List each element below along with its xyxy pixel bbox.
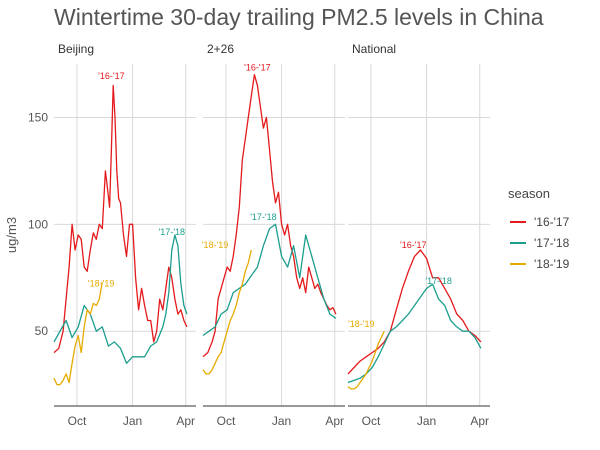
series-annotation: '17-'18 <box>250 212 276 222</box>
x-tick-label: Oct <box>362 414 381 428</box>
chart-title: Wintertime 30-day trailing PM2.5 levels … <box>54 4 544 30</box>
legend-item: '17-'18 <box>508 232 598 253</box>
legend-swatch <box>510 220 526 223</box>
x-tick-label: Jan <box>123 414 142 428</box>
y-tick-label: 100 <box>28 217 48 231</box>
series-line-1 <box>202 223 337 337</box>
legend-label: '16-'17 <box>534 214 570 229</box>
x-tick-label: Apr <box>176 414 195 428</box>
series-line-0 <box>202 74 337 358</box>
series-line-1 <box>53 234 188 364</box>
legend-item: '16-'17 <box>508 211 598 232</box>
legend-label: '18-'19 <box>534 256 570 271</box>
y-axis-label: ug/m3 <box>4 217 19 253</box>
series-line-1 <box>347 283 482 384</box>
series-line-2 <box>347 330 385 390</box>
y-tick-label: 50 <box>35 324 49 338</box>
x-tick-label: Jan <box>417 414 436 428</box>
series-annotation: '16-'17 <box>400 240 426 250</box>
series-annotation: '18-'19 <box>348 319 374 329</box>
legend-swatch <box>510 262 526 265</box>
series-annotation: '18-'19 <box>202 240 228 250</box>
series-annotation: '16-'17 <box>98 71 124 81</box>
legend-swatch <box>510 241 526 244</box>
x-tick-label: Jan <box>272 414 291 428</box>
series-line-0 <box>347 249 482 375</box>
legend-item: '18-'19 <box>508 253 598 274</box>
series-annotation: '17-'18 <box>425 276 451 286</box>
legend-items: '16-'17 '17-'18 '18-'19 <box>508 211 598 274</box>
x-tick-label: Oct <box>217 414 236 428</box>
series-annotation: '18-'19 <box>88 278 114 288</box>
x-tick-label: Apr <box>470 414 489 428</box>
x-tick-label: Apr <box>325 414 344 428</box>
series-line-2 <box>202 249 252 375</box>
series-line-2 <box>53 281 103 386</box>
series-annotation: '16-'17 <box>244 62 270 72</box>
panel-label-0: Beijing <box>58 42 94 56</box>
series-annotation: '17-'18 <box>159 227 185 237</box>
panel-label-1: 2+26 <box>207 42 234 56</box>
panel-label-2: National <box>352 42 396 56</box>
legend-label: '17-'18 <box>534 235 570 250</box>
legend-title: season <box>508 186 550 201</box>
y-tick-label: 150 <box>28 110 48 124</box>
series-line-0 <box>53 84 188 354</box>
legend: season '16-'17 '17-'18 '18-'19 <box>508 186 598 274</box>
x-tick-label: Oct <box>68 414 87 428</box>
